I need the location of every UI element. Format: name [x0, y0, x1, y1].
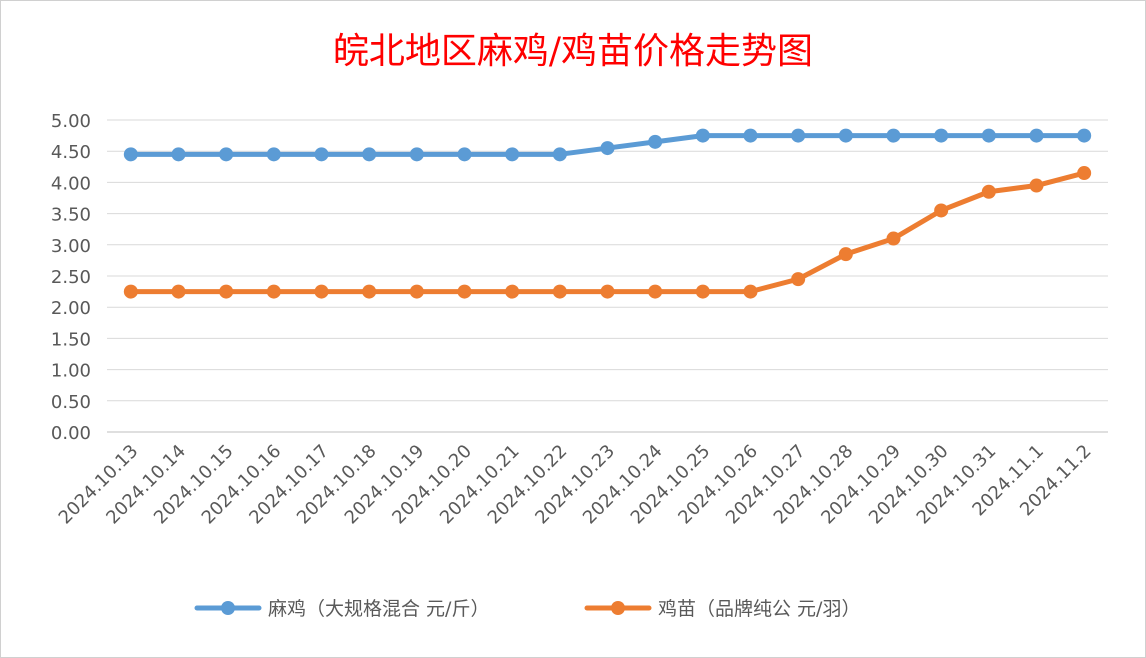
data-point[interactable] [838, 128, 853, 143]
data-point[interactable] [934, 203, 949, 218]
y-tick-label: 0.00 [51, 423, 91, 444]
y-axis-tick-labels: 0.00 0.50 1.00 1.50 2.00 2.50 3.00 3.50 4.00 4.50… [51, 111, 91, 444]
data-point[interactable] [934, 128, 949, 143]
data-point[interactable] [791, 128, 806, 143]
data-point[interactable] [314, 147, 329, 162]
y-tick-label: 2.00 [51, 298, 91, 319]
y-tick-label: 3.50 [51, 205, 91, 226]
data-point[interactable] [409, 147, 424, 162]
y-tick-label: 1.00 [51, 361, 91, 382]
data-point[interactable] [1077, 166, 1092, 181]
y-tick-label: 2.50 [51, 267, 91, 288]
legend: 麻鸡（大规格混合 元/斤） 鸡苗（品牌纯公 元/羽） [194, 598, 860, 620]
data-point[interactable] [362, 284, 377, 299]
gridlines [107, 119, 1108, 433]
data-point[interactable] [981, 128, 996, 143]
data-point[interactable] [695, 128, 710, 143]
data-point[interactable] [600, 284, 615, 299]
y-tick-label: 3.00 [51, 236, 91, 257]
y-tick-label: 1.50 [51, 329, 91, 350]
chart-title: 皖北地区麻鸡/鸡苗价格走势图 [333, 31, 813, 72]
y-tick-label: 5.00 [51, 111, 91, 132]
data-point[interactable] [505, 284, 520, 299]
data-point[interactable] [266, 284, 281, 299]
series-line[interactable] [128, 170, 1087, 295]
data-point[interactable] [362, 147, 377, 162]
data-point[interactable] [457, 147, 472, 162]
data-point[interactable] [838, 247, 853, 262]
data-point[interactable] [1029, 178, 1044, 193]
data-point[interactable] [1029, 128, 1044, 143]
data-point[interactable] [171, 284, 186, 299]
legend-item[interactable]: 鸡苗（品牌纯公 元/羽） [584, 598, 860, 620]
legend-item[interactable]: 麻鸡（大规格混合 元/斤） [194, 598, 489, 620]
data-point[interactable] [552, 147, 567, 162]
data-point[interactable] [695, 284, 710, 299]
legend-label: 鸡苗（品牌纯公 元/羽） [658, 598, 860, 620]
data-point[interactable] [457, 284, 472, 299]
legend-marker-swatch [221, 601, 235, 615]
data-point[interactable] [648, 134, 663, 149]
x-axis-tick-labels: 2024.10.132024.10.142024.10.152024.10.16… [55, 441, 1096, 529]
legend-label: 麻鸡（大规格混合 元/斤） [268, 598, 489, 620]
y-tick-label: 0.50 [51, 392, 91, 413]
data-point[interactable] [791, 272, 806, 287]
y-tick-label: 4.00 [51, 173, 91, 194]
data-point[interactable] [409, 284, 424, 299]
data-point[interactable] [123, 284, 138, 299]
data-point[interactable] [219, 284, 234, 299]
data-point[interactable] [1077, 128, 1092, 143]
data-point[interactable] [171, 147, 186, 162]
data-point[interactable] [552, 284, 567, 299]
series-2 [123, 166, 1092, 299]
data-point[interactable] [981, 184, 996, 199]
series-1 [123, 128, 1092, 162]
series-group [123, 128, 1092, 299]
data-point[interactable] [314, 284, 329, 299]
y-tick-label: 4.50 [51, 142, 91, 163]
data-point[interactable] [505, 147, 520, 162]
data-point[interactable] [648, 284, 663, 299]
legend-marker-swatch [611, 601, 625, 615]
data-point[interactable] [600, 141, 615, 156]
data-point[interactable] [743, 128, 758, 143]
data-point[interactable] [219, 147, 234, 162]
data-point[interactable] [886, 231, 901, 246]
data-point[interactable] [743, 284, 758, 299]
data-point[interactable] [123, 147, 138, 162]
data-point[interactable] [886, 128, 901, 143]
data-point[interactable] [266, 147, 281, 162]
